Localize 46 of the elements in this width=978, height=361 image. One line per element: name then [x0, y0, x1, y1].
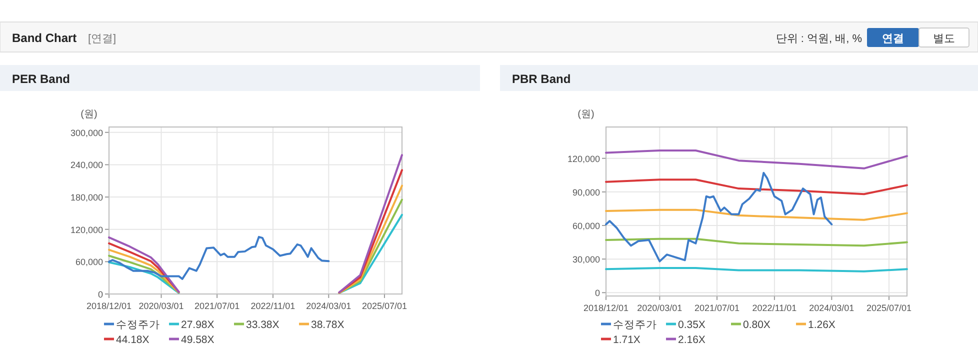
y-tick-label: 90,000 [572, 187, 600, 198]
legend-label: 0.80X [743, 319, 770, 331]
legend-label: 2.16X [678, 334, 706, 346]
x-tick-label: 2024/03/01 [306, 301, 352, 311]
y-tick-label: 0 [594, 288, 600, 298]
x-tick-label: 2022/11/01 [250, 301, 296, 311]
legend-label: 44.18X [116, 334, 150, 346]
x-tick-label: 2022/11/01 [752, 303, 797, 313]
y-tick-label: 30,000 [572, 254, 600, 265]
x-tick-label: 2021/07/01 [694, 303, 740, 313]
line-series [108, 236, 330, 280]
y-tick-label: 240,000 [70, 160, 103, 170]
legend-label: 1.71X [613, 334, 640, 346]
x-tick-label: 2025/07/01 [866, 303, 912, 313]
x-tick-label: 2024/03/01 [809, 303, 854, 313]
chart-title: PBR Band [512, 72, 571, 86]
legend-label: 1.26X [808, 319, 836, 331]
legend-label: 49.58X [181, 334, 214, 346]
legend-label: 수정주가 [116, 319, 160, 331]
y-tick-label: 120,000 [70, 224, 103, 235]
y-tick-label: 60,000 [572, 220, 600, 231]
x-tick-label: 2021/07/01 [194, 301, 240, 311]
legend-label: 38.78X [311, 319, 344, 331]
line-series [605, 150, 908, 170]
line-series [605, 178, 908, 196]
legend-label: 수정주가 [613, 319, 657, 331]
x-tick-label: 2020/03/01 [138, 301, 184, 311]
chart-title: PER Band [12, 72, 70, 86]
x-tick-label: 2020/03/01 [637, 303, 682, 313]
x-tick-label: 2018/12/01 [583, 303, 629, 313]
x-tick-label: 2025/07/01 [362, 301, 407, 311]
line-series [605, 238, 908, 247]
y-axis-title: (원) [80, 109, 98, 120]
y-tick-label: 120,000 [567, 154, 600, 164]
line-series [605, 208, 908, 221]
legend-label: 33.38X [246, 319, 280, 331]
y-tick-label: 0 [98, 290, 103, 300]
y-axis-title: (원) [578, 109, 594, 120]
legend-label: 0.35X [678, 319, 706, 331]
legend-label: 27.98X [181, 319, 214, 331]
header: Band Chart [연결] 단위 : 억원, 배, % 연결 별도 [0, 22, 978, 52]
line-series [605, 172, 833, 262]
x-tick-label: 2018/12/01 [86, 301, 132, 311]
y-tick-label: 180,000 [70, 192, 103, 203]
y-tick-label: 60,000 [75, 257, 103, 268]
y-tick-label: 300,000 [70, 128, 103, 138]
